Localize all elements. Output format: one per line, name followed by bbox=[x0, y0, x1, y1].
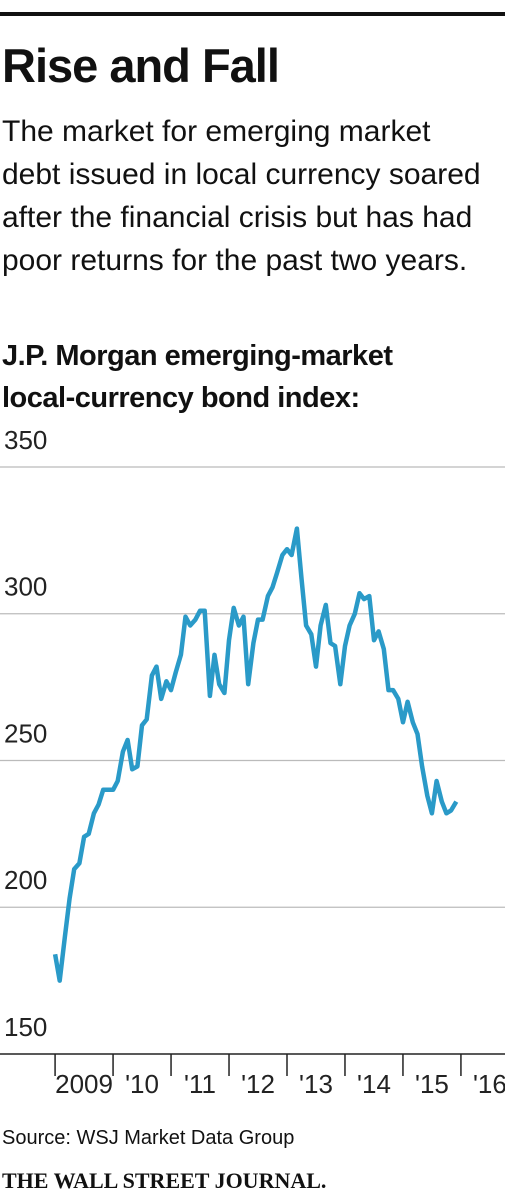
y-tick-label: 200 bbox=[4, 865, 47, 895]
publisher: THE WALL STREET JOURNAL. bbox=[2, 1168, 327, 1193]
data-line bbox=[52, 526, 459, 983]
x-tick-label: '13 bbox=[299, 1069, 333, 1099]
chart-title: Rise and Fall bbox=[2, 39, 280, 92]
top-rule bbox=[0, 12, 505, 16]
x-tick-label: '15 bbox=[415, 1069, 449, 1099]
y-tick-label: 300 bbox=[4, 572, 47, 602]
x-tick-label: '16 bbox=[473, 1069, 505, 1099]
x-tick-label: '10 bbox=[125, 1069, 159, 1099]
x-tick-label: '11 bbox=[184, 1069, 216, 1099]
x-tick-label: 2009 bbox=[55, 1069, 113, 1099]
y-tick-label: 150 bbox=[4, 1012, 47, 1042]
x-tick-label: '12 bbox=[241, 1069, 275, 1099]
source: Source: WSJ Market Data Group bbox=[2, 1127, 295, 1149]
y-tick-label: 350 bbox=[4, 425, 47, 455]
chart-label: J.P. Morgan emerging-market local-curren… bbox=[2, 340, 393, 414]
x-tick-label: '14 bbox=[357, 1069, 391, 1099]
chart-subtitle: The market for emerging market debt issu… bbox=[2, 115, 481, 277]
y-tick-label: 250 bbox=[4, 718, 47, 748]
chart: 150 200 250 300 350 2009 '10 '11 '12 '13 '14 '15 '16 bbox=[0, 425, 505, 1099]
